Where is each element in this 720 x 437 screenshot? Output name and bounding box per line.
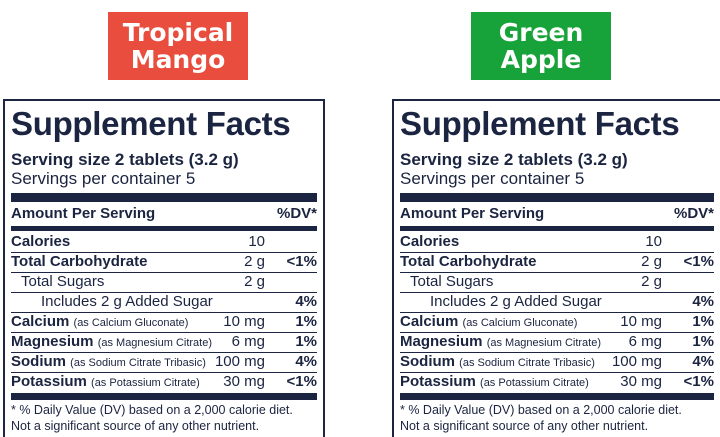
- nutrient-name: Includes 2 g Added Sugar: [430, 293, 602, 310]
- nutrient-amount: 6 mg: [231, 333, 265, 350]
- amount-header: Amount Per Serving: [400, 205, 545, 222]
- nutrient-row-added-sugar: Includes 2 g Added Sugar 4%: [11, 292, 317, 313]
- nutrient-row-total-carbohydrate: Total Carbohydrate 2 g <1%: [400, 252, 714, 273]
- nutrient-row-calcium: Calcium (as Calcium Gluconate) 10 mg 1%: [11, 312, 317, 333]
- nutrient-source: (as Magnesium Citrate): [97, 337, 213, 349]
- flavor-line-2: Apple: [500, 45, 582, 74]
- nutrient-name: Total Sugars: [410, 273, 494, 290]
- nutrient-name: Magnesium: [11, 333, 94, 350]
- nutrient-dv: 4%: [692, 353, 714, 370]
- nutrient-name: Calcium: [11, 313, 70, 330]
- nutrient-name: Calcium: [400, 313, 459, 330]
- nutrient-row-total-sugars: Total Sugars 2 g: [400, 272, 714, 293]
- nutrient-dv: 4%: [295, 293, 317, 310]
- flavor-label-tropical-mango: Tropical Mango: [108, 12, 248, 80]
- nutrient-row-sodium: Sodium (as Sodium Citrate Tribasic) 100 …: [11, 352, 317, 373]
- panel-title: Supplement Facts: [11, 105, 291, 142]
- nutrient-dv: 1%: [692, 313, 714, 330]
- nutrient-name: Sodium: [400, 353, 455, 370]
- flavor-line-1: Green: [498, 18, 584, 47]
- dv-header: %DV*: [673, 205, 714, 222]
- footer-divider: [11, 393, 317, 400]
- nutrient-name: Includes 2 g Added Sugar: [41, 293, 213, 310]
- nutrient-dv: <1%: [683, 253, 714, 270]
- nutrient-amount: 6 mg: [628, 333, 662, 350]
- thick-divider: [11, 193, 317, 202]
- thick-divider: [400, 193, 714, 202]
- panel-content: Supplement Facts Serving size 2 tablets …: [11, 101, 317, 437]
- medium-divider: [400, 226, 714, 231]
- serving-size: Serving size 2 tablets (3.2 g): [400, 150, 628, 169]
- nutrient-dv: 1%: [692, 333, 714, 350]
- nutrient-amount: 30 mg: [223, 373, 265, 390]
- panel-content: Supplement Facts Serving size 2 tablets …: [400, 101, 714, 437]
- nutrient-source: (as Magnesium Citrate): [486, 337, 602, 349]
- nutrient-amount: 2 g: [641, 253, 662, 270]
- nutrient-amount: 10 mg: [223, 313, 265, 330]
- servings-per-container: Servings per container 5: [400, 169, 585, 188]
- footnote-other-nutrient: Not a significant source of any other nu…: [11, 419, 260, 433]
- nutrient-amount: 2 g: [244, 273, 265, 290]
- footnote-daily-value: * % Daily Value (DV) based on a 2,000 ca…: [400, 403, 682, 417]
- supplement-facts-panel-left: Supplement Facts Serving size 2 tablets …: [3, 99, 325, 437]
- nutrient-row-calories: Calories 10: [11, 232, 317, 253]
- nutrient-row-sodium: Sodium (as Sodium Citrate Tribasic) 100 …: [400, 352, 714, 373]
- nutrient-row-potassium: Potassium (as Potassium Citrate) 30 mg <…: [400, 372, 714, 392]
- nutrient-amount: 2 g: [244, 253, 265, 270]
- nutrient-dv: 1%: [295, 333, 317, 350]
- flavor-line-2: Mango: [130, 45, 226, 74]
- nutrient-row-added-sugar: Includes 2 g Added Sugar 4%: [400, 292, 714, 313]
- nutrient-amount: 30 mg: [620, 373, 662, 390]
- nutrient-row-potassium: Potassium (as Potassium Citrate) 30 mg <…: [11, 372, 317, 392]
- nutrient-row-magnesium: Magnesium (as Magnesium Citrate) 6 mg 1%: [11, 332, 317, 353]
- nutrient-name: Calories: [11, 233, 71, 250]
- nutrient-name: Total Sugars: [21, 273, 105, 290]
- nutrient-name: Calories: [400, 233, 460, 250]
- nutrient-source: (as Calcium Gluconate): [462, 317, 578, 329]
- nutrient-dv: <1%: [286, 253, 317, 270]
- nutrient-dv: 4%: [295, 353, 317, 370]
- servings-per-container: Servings per container 5: [11, 169, 196, 188]
- nutrient-amount: 10: [645, 233, 662, 250]
- nutrient-name: Sodium: [11, 353, 66, 370]
- nutrient-dv: 1%: [295, 313, 317, 330]
- nutrient-source: (as Potassium Citrate): [91, 377, 200, 389]
- dv-header: %DV*: [276, 205, 317, 222]
- footnote-other-nutrient: Not a significant source of any other nu…: [400, 419, 649, 433]
- nutrient-row-calcium: Calcium (as Calcium Gluconate) 10 mg 1%: [400, 312, 714, 333]
- footnote-daily-value: * % Daily Value (DV) based on a 2,000 ca…: [11, 403, 293, 417]
- nutrient-name: Total Carbohydrate: [400, 253, 537, 270]
- nutrient-row-total-carbohydrate: Total Carbohydrate 2 g <1%: [11, 252, 317, 273]
- nutrient-name: Total Carbohydrate: [11, 253, 148, 270]
- nutrient-name: Potassium: [400, 373, 476, 390]
- nutrient-amount: 100 mg: [611, 353, 662, 370]
- supplement-facts-panel-right: Supplement Facts Serving size 2 tablets …: [392, 99, 720, 437]
- flavor-line-1: Tropical: [122, 18, 234, 47]
- nutrient-row-calories: Calories 10: [400, 232, 714, 253]
- nutrient-source: (as Potassium Citrate): [480, 377, 589, 389]
- medium-divider: [11, 226, 317, 231]
- serving-size: Serving size 2 tablets (3.2 g): [11, 150, 239, 169]
- nutrient-dv: <1%: [683, 373, 714, 390]
- panel-title: Supplement Facts: [400, 105, 680, 142]
- nutrient-name: Magnesium: [400, 333, 483, 350]
- nutrient-amount: 2 g: [641, 273, 662, 290]
- nutrient-amount: 10: [248, 233, 265, 250]
- footer-divider: [400, 393, 714, 400]
- nutrient-name: Potassium: [11, 373, 87, 390]
- nutrient-source: (as Sodium Citrate Tribasic): [70, 357, 206, 369]
- nutrient-row-total-sugars: Total Sugars 2 g: [11, 272, 317, 293]
- nutrient-amount: 100 mg: [214, 353, 265, 370]
- nutrient-amount: 10 mg: [620, 313, 662, 330]
- nutrient-source: (as Sodium Citrate Tribasic): [459, 357, 595, 369]
- amount-header: Amount Per Serving: [11, 205, 156, 222]
- nutrient-source: (as Calcium Gluconate): [73, 317, 189, 329]
- nutrient-dv: <1%: [286, 373, 317, 390]
- flavor-label-green-apple: Green Apple: [471, 12, 611, 80]
- nutrient-dv: 4%: [692, 293, 714, 310]
- nutrient-row-magnesium: Magnesium (as Magnesium Citrate) 6 mg 1%: [400, 332, 714, 353]
